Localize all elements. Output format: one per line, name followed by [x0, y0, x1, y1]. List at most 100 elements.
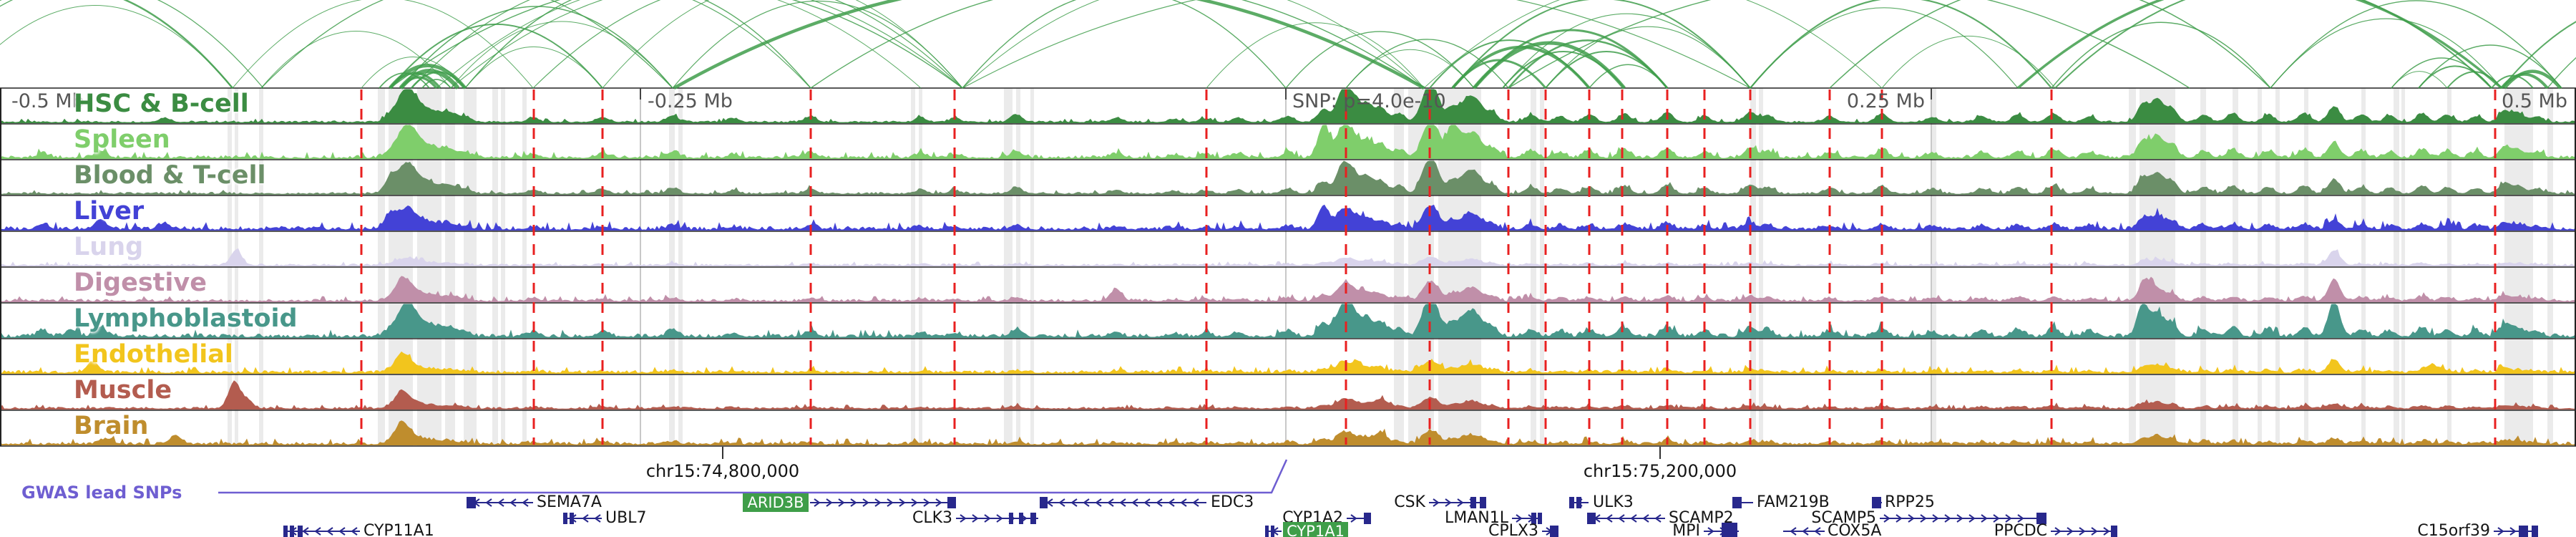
gene-glyph-cox5a[interactable]	[1783, 527, 1825, 536]
interaction-arc	[411, 0, 811, 89]
interaction-arc	[0, 0, 233, 89]
track-label-digestive[interactable]: Digestive	[74, 268, 207, 297]
gene-glyph-sema7a[interactable]	[467, 497, 533, 508]
interaction-arc	[962, 0, 1425, 89]
gene-glyph-scamp5[interactable]	[1880, 513, 2046, 524]
gene-label-edc3[interactable]: EDC3	[1211, 493, 1254, 511]
track-label-lung[interactable]: Lung	[74, 233, 144, 261]
signal-track-lung[interactable]	[0, 248, 2576, 266]
gene-label-cyp1a1[interactable]: CYP1A1	[1283, 522, 1348, 537]
gene-label-sema7a[interactable]: SEMA7A	[537, 493, 602, 511]
gene-glyph-cyp11a1[interactable]	[283, 526, 360, 537]
track-label-blood-t-cell[interactable]: Blood & T-cell	[74, 161, 266, 190]
track-label-hsc-b-cell[interactable]: HSC & B-cell	[74, 90, 249, 118]
gene-label-scamp2[interactable]: SCAMP2	[1669, 509, 1734, 527]
interaction-arc	[672, 0, 963, 89]
gene-glyph-scamp2[interactable]	[1587, 513, 1665, 524]
gene-glyph-rpp25[interactable]	[1872, 497, 1882, 508]
ruler-label-chr15-74800000: chr15:74,800,000	[645, 461, 800, 481]
track-label-endothelial[interactable]: Endothelial	[74, 340, 233, 369]
signal-track-digestive[interactable]	[0, 276, 2576, 302]
gene-label-ubl7[interactable]: UBL7	[605, 509, 647, 527]
interaction-arc	[464, 47, 603, 89]
signal-track-blood-t-cell[interactable]	[0, 160, 2576, 195]
signal-track-brain[interactable]	[0, 420, 2576, 445]
gene-label-ulk3[interactable]: ULK3	[1593, 493, 1634, 511]
interaction-arc	[0, 0, 264, 89]
gene-label-mpi[interactable]: MPI	[1672, 522, 1700, 537]
interaction-arc	[2501, 21, 2576, 89]
interaction-arc	[2391, 71, 2448, 89]
ruler-label-chr15-75200000: chr15:75,200,000	[1583, 461, 1737, 481]
track-label-spleen[interactable]: Spleen	[74, 125, 170, 154]
interaction-arc	[464, 0, 811, 89]
interaction-arc	[532, 0, 963, 89]
gene-glyph-fam219b[interactable]	[1732, 497, 1753, 508]
gene-glyph-lman1l[interactable]	[1512, 513, 1542, 524]
signal-track-liver[interactable]	[0, 204, 2576, 231]
gene-glyph-ulk3[interactable]	[1569, 497, 1589, 508]
interaction-arc	[0, 5, 233, 89]
gwas-lead-snps-line	[218, 459, 1288, 494]
interaction-arc	[1285, 31, 1475, 89]
axis-label-minus-05mb: -0.5 Mb	[11, 90, 84, 112]
interaction-arc	[389, 0, 963, 89]
interaction-arc	[1502, 13, 1751, 89]
gene-glyph-cyp1a2[interactable]	[1347, 513, 1371, 524]
interaction-arc	[962, 0, 1751, 89]
gene-label-scamp5[interactable]: SCAMP5	[1811, 509, 1876, 527]
track-label-lymphoblastoid[interactable]: Lymphoblastoid	[74, 304, 298, 333]
gene-glyph-arid3b[interactable]	[810, 497, 956, 508]
axis-label-plus-025mb: 0.25 Mb	[1846, 90, 1925, 112]
gene-glyph-ppcdc[interactable]	[2051, 526, 2117, 537]
gene-label-cplx3[interactable]: CPLX3	[1488, 522, 1538, 537]
interaction-arc	[232, 0, 534, 89]
gene-label-clk3[interactable]: CLK3	[912, 509, 952, 527]
signal-track-lymphoblastoid[interactable]	[0, 304, 2576, 339]
signal-track-spleen[interactable]	[0, 125, 2576, 160]
gene-label-cox5a[interactable]: COX5A	[1828, 522, 1882, 537]
interaction-arc	[1545, 51, 1668, 89]
gene-label-cyp11a1[interactable]: CYP11A1	[364, 522, 434, 537]
gene-glyph-mpi[interactable]	[1704, 523, 1739, 537]
gene-glyph-cplx3[interactable]	[1542, 526, 1558, 537]
interaction-arc	[450, 21, 673, 89]
gwas-lead-snps-label[interactable]: GWAS lead SNPs	[21, 483, 182, 503]
gene-glyph-c15orf39[interactable]	[2494, 526, 2538, 537]
gene-glyph-cyp1a1[interactable]	[1265, 526, 1282, 537]
interaction-arc	[1750, 0, 2052, 89]
signal-track-muscle[interactable]	[0, 380, 2576, 410]
gene-glyph-edc3[interactable]	[1040, 497, 1206, 508]
interaction-arc	[2016, 0, 2503, 90]
track-label-muscle[interactable]: Muscle	[74, 376, 172, 405]
interaction-arc	[602, 0, 963, 89]
gene-glyph-ubl7[interactable]	[563, 513, 602, 524]
interaction-arc	[2051, 21, 2271, 89]
interaction-arc	[1589, 64, 1668, 89]
signal-track-endothelial[interactable]	[0, 351, 2576, 374]
interaction-arc	[1345, 49, 1475, 89]
track-label-liver[interactable]: Liver	[74, 197, 145, 226]
interaction-arc	[436, 0, 922, 89]
gene-label-lman1l[interactable]: LMAN1L	[1445, 509, 1508, 527]
interaction-arc	[810, 0, 1425, 89]
interaction-arc	[962, 0, 1287, 89]
gene-label-csk[interactable]: CSK	[1394, 493, 1425, 511]
signal-track-hsc-b-cell[interactable]	[0, 89, 2576, 124]
interaction-arc	[260, 31, 452, 89]
interaction-arc	[2270, 0, 2562, 89]
gene-label-ppcdc[interactable]: PPCDC	[1994, 522, 2047, 537]
gene-glyph-csk[interactable]	[1429, 497, 1486, 508]
gene-label-fam219b[interactable]: FAM219B	[1757, 493, 1830, 511]
gene-label-arid3b[interactable]: ARID3B	[743, 493, 809, 512]
snp-pvalue-label: SNP: p=4.0e-10	[1292, 90, 1446, 112]
track-label-brain[interactable]: Brain	[74, 412, 149, 440]
interaction-arc	[2446, 71, 2502, 89]
interaction-arc	[1345, 39, 1509, 89]
interaction-arc	[1881, 36, 2056, 89]
interaction-arc	[1452, 0, 1751, 89]
gene-label-rpp25[interactable]: RPP25	[1885, 493, 1935, 511]
gene-label-c15orf39[interactable]: C15orf39	[2417, 522, 2490, 537]
gene-glyph-clk3[interactable]	[956, 513, 1038, 524]
